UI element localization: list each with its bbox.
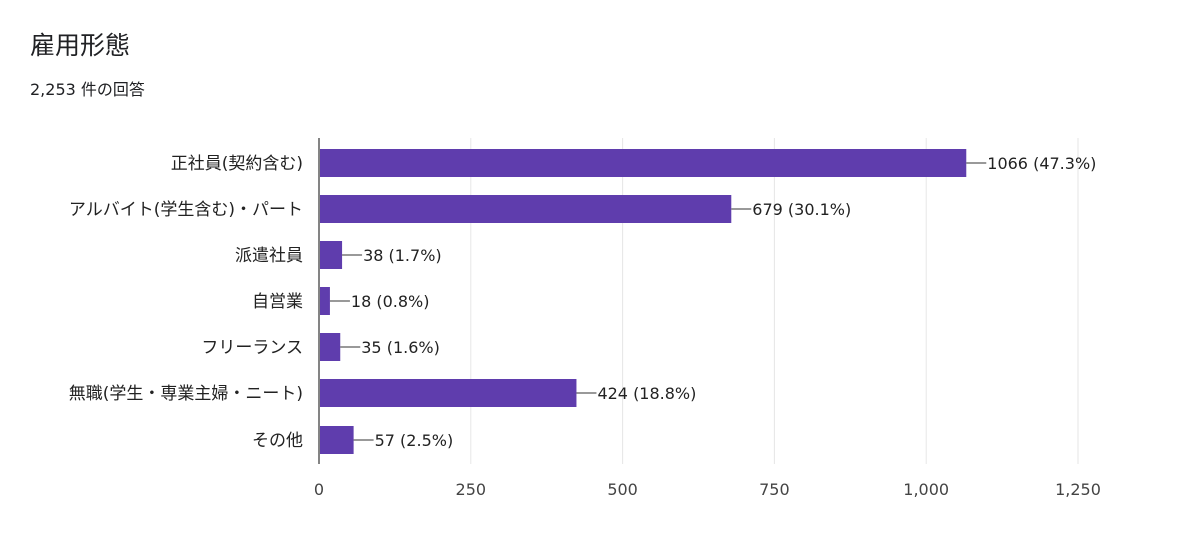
response-count: 2,253 件の回答 bbox=[30, 80, 145, 99]
category-label: 正社員(契約含む) bbox=[171, 154, 303, 174]
bar bbox=[320, 149, 967, 177]
x-tick-label: 500 bbox=[607, 480, 638, 499]
bar bbox=[320, 241, 343, 269]
data-label: 18 (0.8%) bbox=[351, 292, 430, 311]
x-tick-label: 750 bbox=[759, 480, 790, 499]
data-label: 679 (30.1%) bbox=[752, 200, 851, 219]
x-tick-label: 1,000 bbox=[903, 480, 949, 499]
x-tick-label: 0 bbox=[314, 480, 324, 499]
category-label: 無職(学生・専業主婦・ニート) bbox=[69, 384, 303, 404]
data-label: 424 (18.8%) bbox=[597, 384, 696, 403]
data-label: 57 (2.5%) bbox=[375, 431, 454, 450]
chart-title: 雇用形態 bbox=[30, 31, 131, 60]
category-label: アルバイト(学生含む)・パート bbox=[69, 200, 303, 220]
bar bbox=[320, 426, 354, 454]
data-label: 1066 (47.3%) bbox=[987, 154, 1096, 173]
data-label: 35 (1.6%) bbox=[361, 338, 440, 357]
bar bbox=[320, 287, 330, 315]
data-label: 38 (1.7%) bbox=[363, 246, 442, 265]
category-label: フリーランス bbox=[201, 338, 303, 358]
bar bbox=[320, 333, 341, 361]
bar bbox=[320, 195, 732, 223]
category-label: 派遣社員 bbox=[235, 246, 303, 266]
category-label: 自営業 bbox=[252, 292, 303, 312]
category-label: その他 bbox=[252, 431, 303, 451]
bar bbox=[320, 379, 577, 407]
x-tick-label: 250 bbox=[456, 480, 487, 499]
x-tick-label: 1,250 bbox=[1055, 480, 1101, 499]
